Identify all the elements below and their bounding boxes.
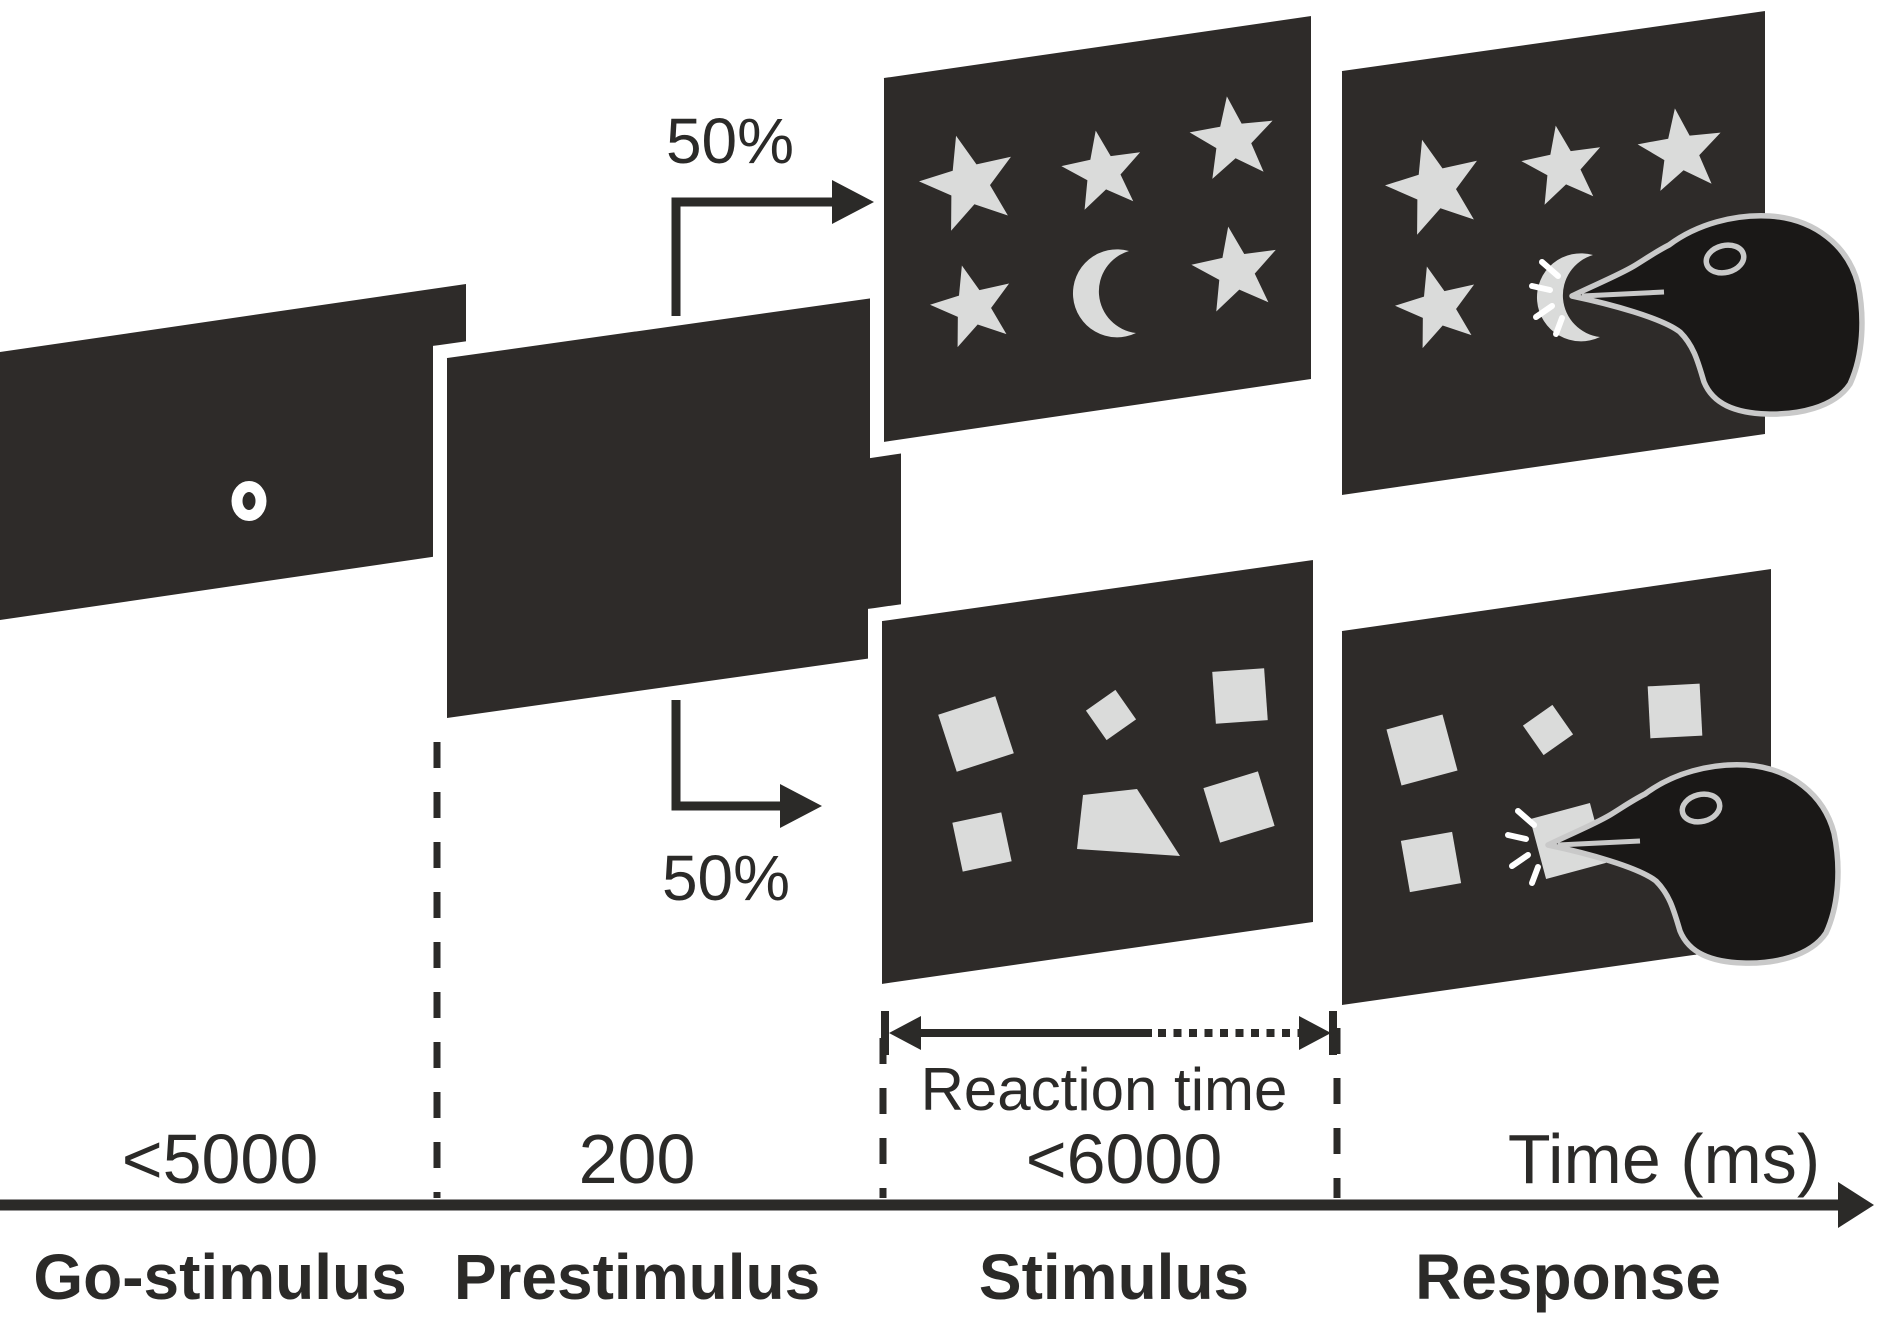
stimulus-panel-stars <box>870 0 1325 459</box>
percent-label-bottom: 50% <box>662 842 790 914</box>
arrow-head-icon <box>1838 1182 1874 1228</box>
square-icon <box>1522 704 1574 756</box>
go-stimulus-panel <box>0 284 466 620</box>
square-icon <box>1085 689 1137 741</box>
arrow-head-icon <box>1299 1016 1331 1050</box>
stimulus-screen-stars <box>870 0 1325 459</box>
prestimulus-panel <box>433 277 915 735</box>
reaction-time-label: Reaction time <box>921 1056 1288 1123</box>
arrow-head-icon <box>832 180 874 224</box>
section-label-go-stimulus: Go-stimulus <box>33 1241 406 1313</box>
arrow-head-icon <box>889 1016 921 1050</box>
prestim-time-label: 200 <box>579 1120 696 1198</box>
time-unit-label: Time (ms) <box>1508 1120 1820 1198</box>
square-icon <box>1647 683 1703 739</box>
stimulus-screen-squares <box>868 543 1327 1001</box>
fixation-dot-icon <box>231 481 267 521</box>
square-icon <box>938 696 1014 772</box>
arrow-end-bar <box>1329 1011 1337 1055</box>
trapezoid-icon <box>1077 789 1180 856</box>
branch-arrow-top <box>671 180 874 316</box>
section-label-response: Response <box>1415 1241 1721 1313</box>
square-icon <box>1386 714 1458 786</box>
response-panel-stars <box>1328 0 1862 512</box>
branch-arrow-bottom <box>671 700 822 828</box>
stimulus-panel-squares <box>868 543 1327 1001</box>
square-icon <box>952 812 1012 872</box>
go-time-label: <5000 <box>122 1120 319 1198</box>
square-icon <box>1400 831 1462 893</box>
section-label-stimulus: Stimulus <box>979 1241 1249 1313</box>
arrow-end-bar <box>881 1011 889 1055</box>
section-label-prestimulus: Prestimulus <box>454 1241 820 1313</box>
reaction-time-arrow <box>881 1011 1337 1055</box>
stim-time-label: <6000 <box>1026 1120 1223 1198</box>
timeline-axis-arrow <box>0 1182 1874 1228</box>
response-screen-stars <box>1328 0 1779 512</box>
go-stimulus-screen <box>0 284 466 620</box>
percent-label-top: 50% <box>666 105 794 177</box>
response-panel-squares <box>1328 552 1838 1022</box>
prestimulus-screen <box>433 277 915 735</box>
square-icon <box>1212 668 1268 724</box>
arrow-head-icon <box>780 784 822 828</box>
square-icon <box>1203 771 1275 843</box>
